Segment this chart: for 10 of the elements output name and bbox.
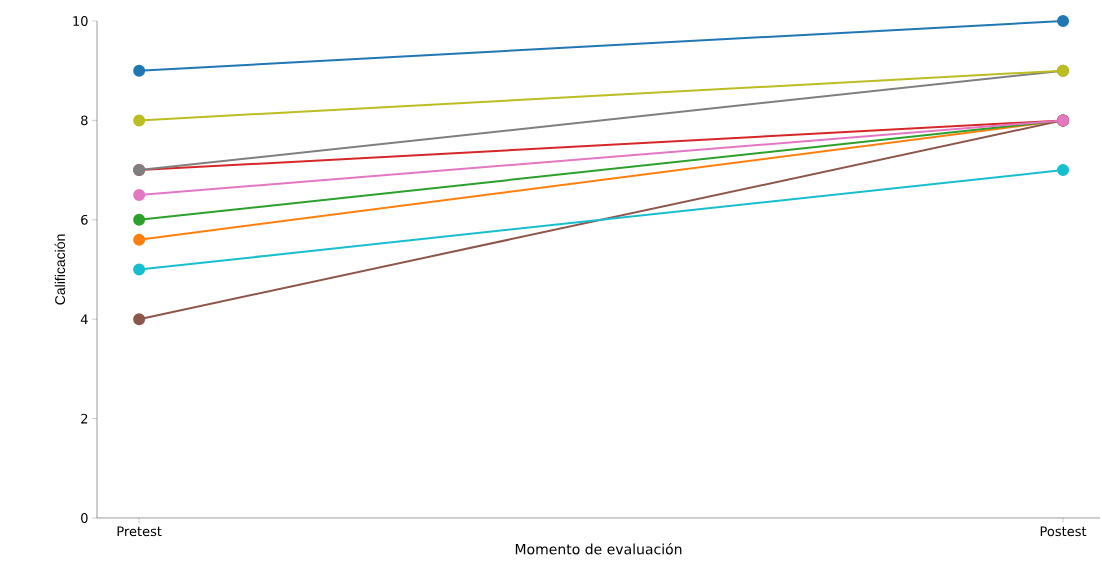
x-tick-label: Pretest [117,526,162,537]
y-tick-label: 2 [81,413,88,424]
y-tick-label: 6 [81,214,88,225]
y-tick-label: 4 [80,314,88,324]
x-tick-label: Postest [1040,526,1087,537]
y-axis-title: Calificación [54,234,66,305]
y-tick-label: 8 [81,115,88,126]
y-tick-label: 0 [81,513,88,523]
y-tick-label: 10 [73,16,88,26]
x-axis-title: Momento de evaluación [515,543,682,555]
